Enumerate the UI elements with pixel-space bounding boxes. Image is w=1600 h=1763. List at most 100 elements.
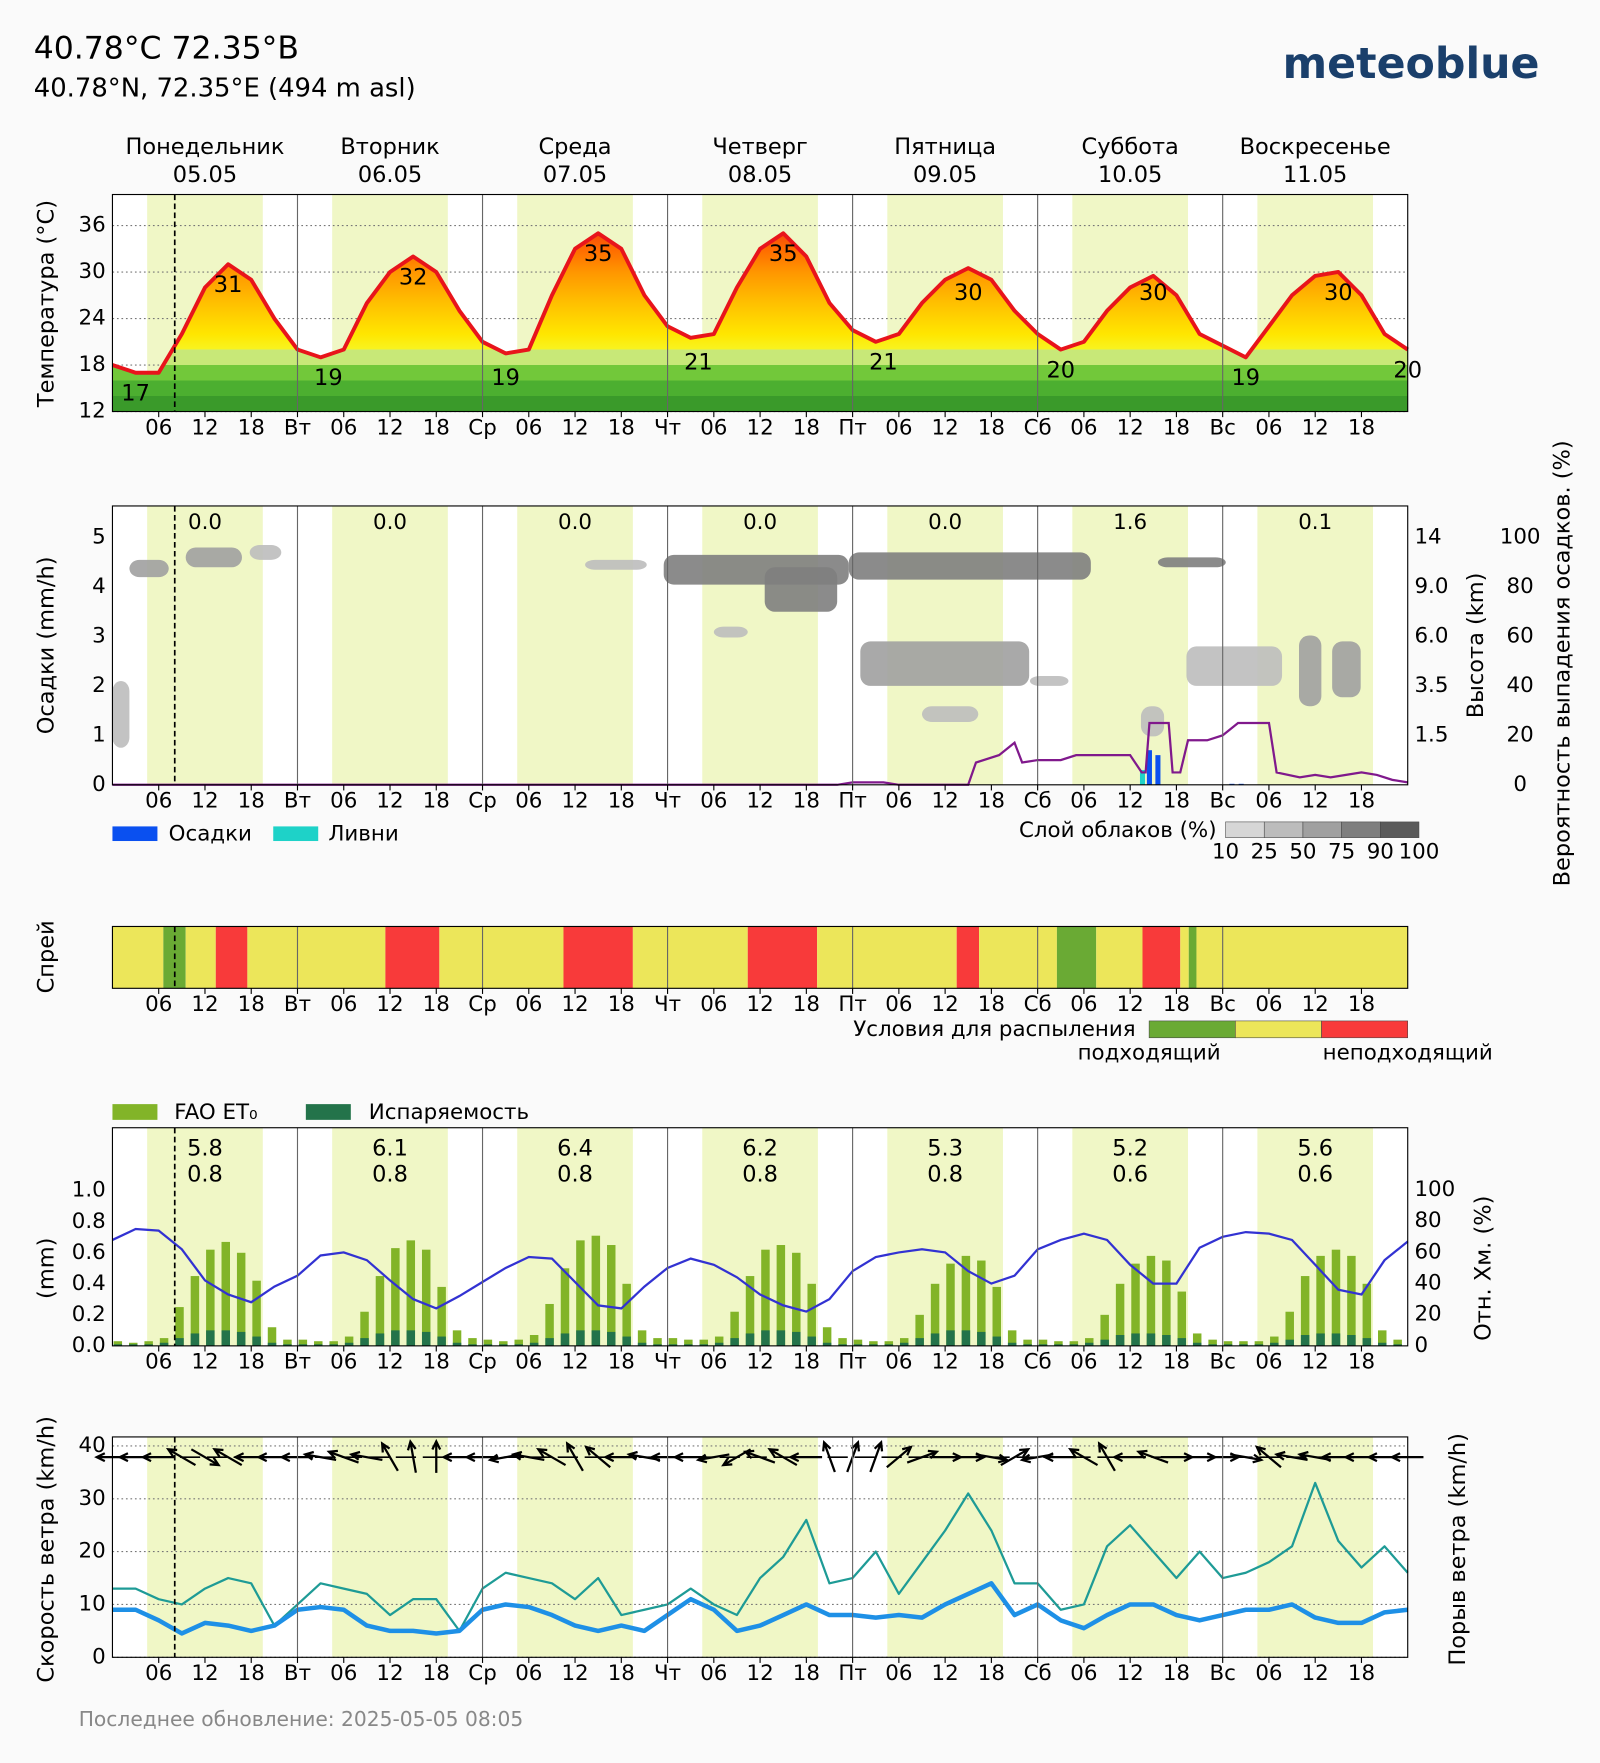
wind-arrow — [695, 1453, 730, 1464]
et-bar — [329, 1341, 338, 1346]
spray-segment — [747, 926, 818, 989]
et-bar — [1208, 1339, 1217, 1346]
x-tick-label: Пт — [838, 1350, 867, 1375]
panel-border — [111, 505, 1409, 786]
et-bar — [1378, 1342, 1387, 1346]
x-tick-label: 18 — [978, 789, 1005, 814]
y-tick-label: 40 — [1507, 673, 1534, 698]
x-tick-label: 18 — [608, 992, 635, 1017]
x-tick-label: 18 — [1163, 1661, 1190, 1686]
x-tick-label: 06 — [515, 415, 542, 440]
cloud-layer — [713, 626, 748, 638]
x-tick-label: 18 — [1163, 789, 1190, 814]
x-tick-label: 18 — [423, 1661, 450, 1686]
spray-segment — [215, 926, 248, 989]
wind-arrow — [1000, 1448, 1031, 1467]
et-bar — [807, 1336, 816, 1346]
temperature-label: 32 — [399, 264, 428, 290]
y-tick-label: 30 — [79, 1486, 106, 1511]
cloud-layer — [1299, 635, 1322, 707]
et-bar — [1177, 1291, 1187, 1346]
daylight — [147, 1436, 263, 1658]
spray-segment — [185, 926, 216, 989]
subtitle: 40.78°N, 72.35°E (494 m asl) — [34, 73, 416, 103]
temperature-fill — [112, 233, 1408, 412]
wind-arrow — [788, 1452, 823, 1463]
et-bar — [1038, 1344, 1048, 1346]
x-tick-label: 06 — [885, 415, 912, 440]
daylight — [332, 1436, 448, 1658]
et-bar — [684, 1344, 693, 1346]
y-tick-label: 36 — [79, 213, 106, 238]
panel-border — [111, 925, 1409, 989]
x-tick-label: 12 — [376, 992, 403, 1017]
day-name: Четверг — [712, 134, 807, 160]
et-bar — [499, 1341, 508, 1346]
day-date: 06.05 — [358, 162, 422, 188]
et-bar — [360, 1338, 369, 1346]
x-tick-label: 12 — [191, 1350, 218, 1375]
x-tick-label: 06 — [1255, 789, 1282, 814]
x-tick-label: 06 — [330, 789, 357, 814]
footer: Последнее обновление: 2025-05-05 08:05 — [79, 1707, 524, 1731]
et-bar — [1316, 1255, 1325, 1346]
daylight — [332, 505, 448, 785]
x-tick-label: 06 — [145, 992, 172, 1017]
cloud-legend-swatch — [1302, 821, 1342, 838]
wind-arrow — [1068, 1448, 1099, 1467]
wind-arrow — [212, 1448, 243, 1467]
wind-arrow — [584, 1445, 611, 1469]
et-bar — [514, 1339, 523, 1346]
x-tick-label: Сб — [1024, 992, 1052, 1017]
y-axis-label: Спрей — [34, 920, 60, 993]
x-tick-label: 12 — [561, 1350, 588, 1375]
x-tick-label: Вт — [284, 1661, 311, 1686]
y-tick-label: 80 — [1414, 1208, 1441, 1233]
et-bar — [560, 1268, 570, 1346]
y-tick-label: 40 — [1414, 1271, 1441, 1296]
et-bar — [792, 1331, 801, 1346]
x-tick-label: Вс — [1209, 789, 1235, 814]
x-tick-label: 18 — [1348, 992, 1375, 1017]
legend-swatch — [112, 1104, 158, 1120]
et-bar — [1131, 1333, 1140, 1346]
et-bar — [653, 1344, 662, 1346]
cloud-layer — [860, 641, 1030, 686]
cloud-layer — [1140, 706, 1165, 737]
wind-arrow — [1136, 1449, 1169, 1464]
et-bar — [190, 1276, 200, 1346]
wind-arrow — [348, 1450, 383, 1462]
x-tick-label: 18 — [793, 992, 820, 1017]
daily-precip: 0.0 — [743, 510, 777, 535]
day-name: Воскресенье — [1240, 134, 1391, 160]
et-bar — [699, 1344, 709, 1346]
cloud-layer — [185, 547, 242, 568]
x-tick-label: 18 — [978, 1661, 1005, 1686]
x-tick-label: 06 — [145, 789, 172, 814]
x-tick-label: 12 — [1302, 415, 1329, 440]
spray-legend-swatch — [1235, 1020, 1322, 1039]
x-tick-label: 18 — [1348, 1661, 1375, 1686]
x-tick-label: 06 — [1070, 415, 1097, 440]
x-tick-label: Ср — [468, 992, 496, 1017]
cloud-legend-swatch — [1263, 821, 1304, 838]
x-tick-label: 12 — [746, 992, 773, 1017]
wind-arrow — [822, 1439, 836, 1473]
logo: meteoblue — [1283, 39, 1540, 89]
spray-segment — [979, 926, 1057, 989]
daily-total: 6.1 — [372, 1136, 408, 1162]
daily-total: 5.8 — [187, 1136, 223, 1162]
x-tick-label: 18 — [238, 992, 265, 1017]
daily-total: 6.2 — [742, 1136, 778, 1162]
x-tick-label: 06 — [885, 992, 912, 1017]
et-bar — [1131, 1263, 1140, 1346]
et-bar — [899, 1342, 909, 1346]
et-bar — [545, 1303, 554, 1346]
legend-swatch — [305, 1104, 351, 1120]
y-tick-label: 60 — [1507, 623, 1534, 648]
et-bar — [930, 1283, 940, 1346]
wind-arrow — [380, 1441, 399, 1472]
x-tick-label: Ср — [468, 789, 496, 814]
x-tick-label: 18 — [1163, 992, 1190, 1017]
